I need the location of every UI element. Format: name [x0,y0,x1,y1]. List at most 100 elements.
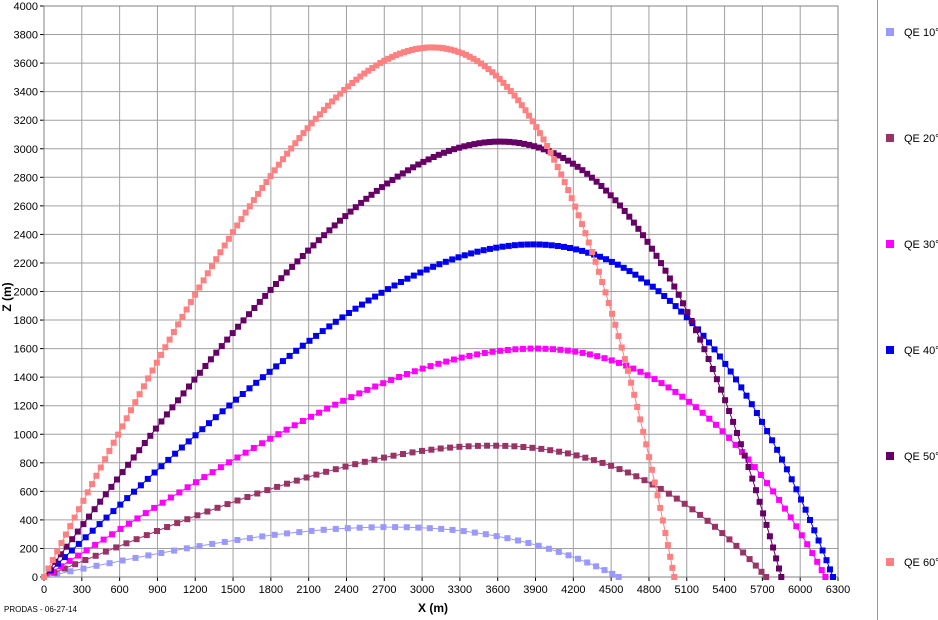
data-point [192,432,199,439]
data-point [535,345,541,352]
data-point [54,548,61,555]
data-point [662,530,669,536]
data-point [69,536,76,543]
data-point [763,574,770,580]
x-tick-label: 4500 [599,584,623,596]
data-point [306,337,313,344]
data-point [235,323,242,330]
data-point [476,140,483,147]
data-point [597,253,603,260]
data-point [437,445,444,452]
data-point [141,440,148,446]
x-tick-label: 5100 [675,584,699,596]
data-point [321,232,328,239]
data-point [684,309,691,316]
x-tick-label: 1800 [259,584,283,596]
data-point [644,279,650,286]
data-point [547,149,554,156]
data-point [496,138,503,145]
data-point [368,191,375,198]
data-point [430,263,437,270]
data-point [358,199,365,206]
data-point [234,497,241,504]
data-point [337,217,343,224]
data-point [394,173,401,180]
data-point [646,454,653,461]
data-point [137,482,144,489]
data-point [608,357,615,364]
data-point [593,563,600,570]
data-point [400,451,406,457]
data-point [332,466,339,473]
data-point [752,562,759,569]
data-point [178,444,185,451]
data-point [253,379,260,386]
data-point [196,369,203,376]
data-point [625,367,631,374]
data-point [540,136,547,143]
data-point [709,366,716,372]
series-line [43,348,826,578]
data-point [82,557,89,563]
data-point [818,567,825,574]
y-tick-label: 800 [20,458,38,470]
data-point [126,520,132,527]
data-point [221,538,228,545]
data-point [564,450,571,457]
data-point [638,275,645,282]
data-point [365,297,372,304]
data-point [449,256,456,263]
data-point [657,485,664,492]
data-point [356,524,363,531]
data-point [339,314,346,321]
data-point [526,141,533,148]
data-point [417,269,424,276]
data-point [199,426,206,433]
data-point [811,527,818,534]
data-point [133,536,140,543]
data-point [230,229,236,236]
data-point [264,487,271,494]
data-point [396,374,403,380]
data-point [267,286,274,293]
data-point [628,379,635,386]
data-point [496,76,503,83]
data-point [462,51,469,58]
data-point [283,426,290,433]
data-point [511,92,518,99]
data-point [415,161,422,168]
data-point [191,376,198,383]
x-tick-label: 0 [41,584,47,596]
data-point [154,528,160,534]
data-point [675,291,682,298]
data-point [97,498,104,505]
data-point [299,418,306,424]
data-point [615,574,622,580]
data-point [323,468,330,475]
data-point [722,397,729,404]
data-point [737,441,744,448]
data-point [151,469,158,476]
data-point [204,508,211,515]
data-point [525,540,532,546]
data-point [312,115,319,122]
data-point [595,268,602,275]
data-point [404,48,411,54]
data-point [100,536,107,543]
y-tick-label: 600 [20,486,38,498]
data-point [631,391,638,398]
data-point [401,49,407,56]
data-point [353,76,360,83]
data-point [807,517,813,523]
data-point [699,409,706,416]
data-point [734,430,740,436]
data-point [385,286,391,293]
data-point [482,531,489,538]
data-point [315,237,322,244]
data-point [209,469,216,476]
series-qe-30- [41,345,829,580]
data-point [556,448,563,455]
data-point [329,98,336,105]
data-point [75,552,82,559]
data-point [61,565,68,572]
